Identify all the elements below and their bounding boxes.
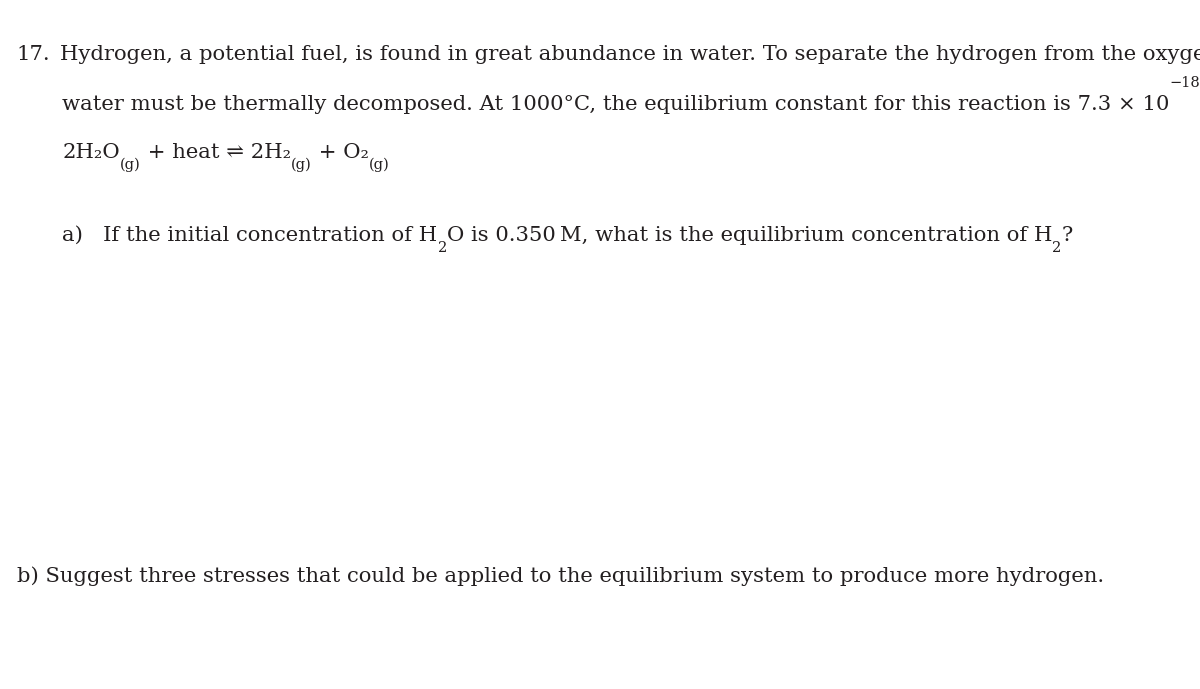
Text: Hydrogen, a potential fuel, is found in great abundance in water. To separate th: Hydrogen, a potential fuel, is found in … [60, 45, 1200, 64]
Text: b) Suggest three stresses that could be applied to the equilibrium system to pro: b) Suggest three stresses that could be … [17, 566, 1104, 586]
Text: + heat ⇌ 2H₂: + heat ⇌ 2H₂ [140, 143, 290, 162]
Text: water must be thermally decomposed. At 1000°C, the equilibrium constant for this: water must be thermally decomposed. At 1… [62, 95, 1170, 114]
Text: O is 0.350 M, what is the equilibrium concentration of H: O is 0.350 M, what is the equilibrium co… [446, 226, 1052, 245]
Text: ?: ? [1061, 226, 1073, 245]
Text: 2: 2 [438, 241, 446, 255]
Text: 2: 2 [1052, 241, 1061, 255]
Text: 2H₂O: 2H₂O [62, 143, 120, 162]
Text: −18: −18 [1170, 76, 1200, 90]
Text: (g): (g) [120, 158, 140, 172]
Text: a)   If the initial concentration of H: a) If the initial concentration of H [62, 226, 438, 245]
Text: (g): (g) [368, 158, 389, 172]
Text: 17.: 17. [17, 45, 50, 64]
Text: + O₂: + O₂ [312, 143, 368, 162]
Text: (g): (g) [290, 158, 312, 172]
